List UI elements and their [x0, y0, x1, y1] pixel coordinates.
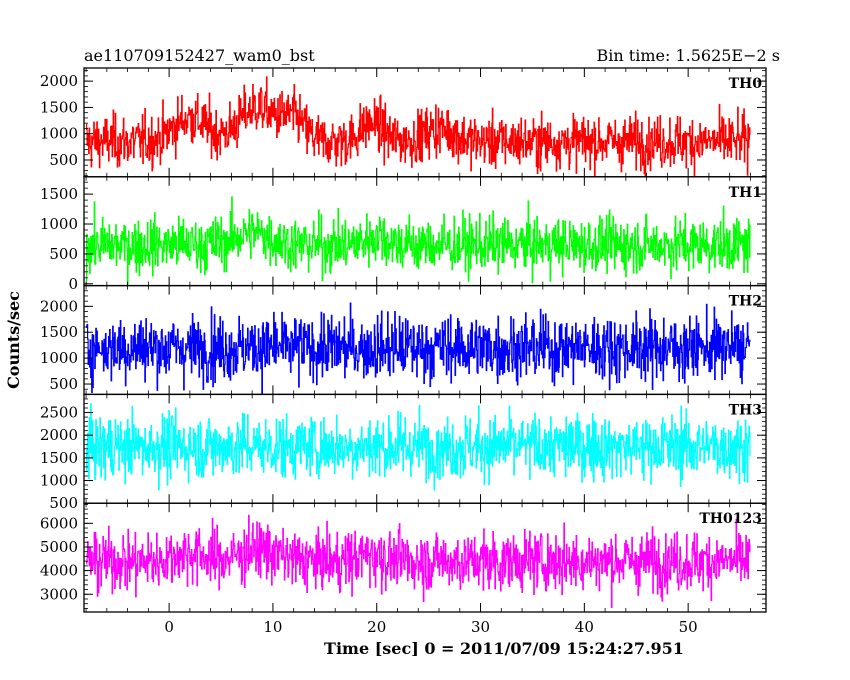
x-tick-label: 30	[471, 618, 490, 636]
y-tick-label: 1500	[40, 185, 78, 203]
y-tick-label: 4000	[40, 562, 78, 580]
y-tick-label: 500	[49, 245, 78, 263]
panel-th2: 500 1000 1500 2000 TH2	[40, 284, 767, 396]
series-th2	[85, 302, 751, 395]
x-tick-label: 50	[679, 618, 698, 636]
y-tick-label: 6000	[40, 514, 78, 532]
panel-label: TH2	[729, 294, 762, 310]
panel-th0123: 3000 4000 5000 6000 TH0123	[40, 502, 767, 613]
panel-th0: 500 1000 1500 2000 TH0	[40, 67, 767, 178]
figure-title: ae110709152427_wam0_bst	[84, 46, 315, 65]
panel-frame	[83, 502, 767, 613]
panel-th1: 0 500 1000 1500 TH1	[40, 176, 767, 293]
y-tick-label: 1500	[40, 449, 78, 467]
y-tick-label: 1500	[40, 323, 78, 341]
y-tick-label: 1000	[40, 125, 78, 143]
panel-label: TH3	[729, 402, 762, 418]
x-axis-label: Time [sec] 0 = 2011/07/09 15:24:27.951	[324, 639, 684, 658]
y-tick-label: 5000	[40, 538, 78, 556]
y-tick-label: 1000	[40, 215, 78, 233]
y-axis-label: Counts/sec	[4, 291, 23, 389]
x-tick-label: 0	[164, 618, 174, 636]
x-tick-label: 20	[367, 618, 386, 636]
bin-time-label: Bin time: 1.5625E−2 s	[597, 46, 780, 65]
y-tick-label: 1000	[40, 472, 78, 490]
panel-label: TH0	[729, 76, 763, 92]
series-th1	[85, 196, 751, 286]
panel-label: TH0123	[699, 511, 762, 527]
series-th3	[85, 403, 751, 491]
y-tick-label: 500	[49, 151, 78, 169]
y-tick-label: 2000	[40, 426, 78, 444]
panel-label: TH1	[729, 185, 762, 201]
y-tick-label: 2500	[40, 404, 78, 422]
series-th0	[85, 76, 751, 177]
y-tick-label: 0	[68, 275, 78, 293]
y-tick-label: 3000	[40, 585, 78, 603]
panel-th3: 500 1000 1500 2000 2500 TH3	[40, 393, 767, 512]
y-tick-label: 2000	[40, 297, 78, 315]
y-tick-label: 2000	[40, 72, 78, 90]
y-tick-label: 1000	[40, 349, 78, 367]
y-tick-label: 500	[49, 494, 78, 512]
x-tick-label: 10	[263, 618, 282, 636]
y-tick-label: 500	[49, 375, 78, 393]
series-th0123	[85, 514, 751, 609]
x-tick-label: 40	[575, 618, 594, 636]
y-tick-label: 1500	[40, 98, 78, 116]
